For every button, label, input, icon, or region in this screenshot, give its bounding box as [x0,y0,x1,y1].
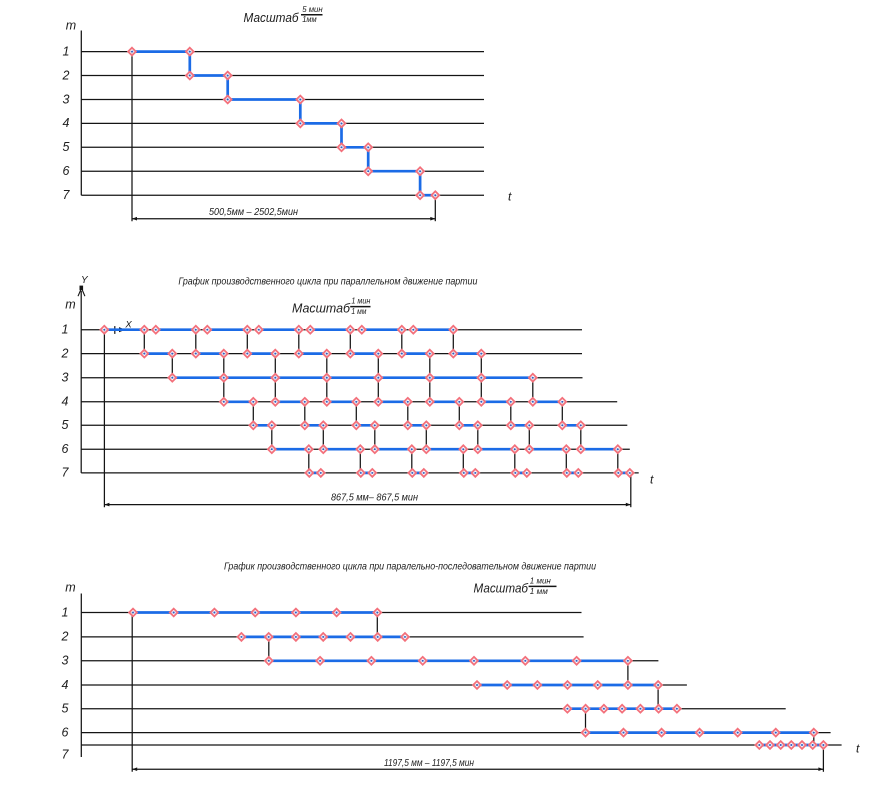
svg-text:1: 1 [62,323,69,337]
svg-text:4: 4 [62,678,69,692]
svg-text:6: 6 [62,725,69,739]
svg-text:4: 4 [62,395,69,409]
svg-text:5 мин: 5 мин [302,5,323,14]
svg-text:867,5 мм– 867,5 мин: 867,5 мм– 867,5 мин [331,491,418,503]
svg-text:5: 5 [63,140,70,154]
svg-text:t: t [856,742,860,756]
svg-text:7: 7 [62,748,70,762]
svg-text:6: 6 [63,164,70,178]
svg-text:2: 2 [62,68,70,82]
svg-text:4: 4 [63,116,70,130]
svg-text:1 мин: 1 мин [351,297,371,306]
svg-text:Y: Y [81,275,89,286]
svg-text:m: m [66,19,76,33]
svg-text:1мм: 1мм [302,15,317,24]
svg-text:1 мин: 1 мин [530,576,552,585]
svg-text:t: t [650,473,654,487]
svg-text:График производственного цикла: График производственного цикла при парал… [224,562,597,573]
svg-text:m: m [65,581,75,595]
svg-text:1 мм: 1 мм [530,587,549,596]
svg-text:2: 2 [61,630,69,644]
svg-text:5: 5 [62,418,69,432]
svg-text:7: 7 [62,466,70,480]
svg-text:6: 6 [62,442,69,456]
svg-text:3: 3 [62,654,69,668]
svg-text:5: 5 [62,702,69,716]
svg-text:1197,5 мм – 1197,5 мин: 1197,5 мм – 1197,5 мин [384,757,474,769]
svg-text:X: X [124,319,132,330]
svg-text:3: 3 [62,371,69,385]
svg-text:Масштаб: Масштаб [292,301,351,316]
svg-text:2: 2 [61,346,69,360]
svg-text:Масштаб: Масштаб [244,10,300,25]
svg-text:1 мм: 1 мм [351,307,366,316]
svg-text:m: m [65,298,75,312]
svg-text:1: 1 [62,605,69,619]
svg-text:7: 7 [63,188,71,202]
svg-text:t: t [508,190,512,204]
svg-text:500,5мм – 2502,5мин: 500,5мм – 2502,5мин [209,206,298,218]
svg-text:1: 1 [63,44,70,58]
svg-text:Масштаб: Масштаб [474,581,529,596]
svg-text:График производственного цикла: График производственного цикла при парал… [178,277,478,288]
svg-text:3: 3 [63,92,70,106]
